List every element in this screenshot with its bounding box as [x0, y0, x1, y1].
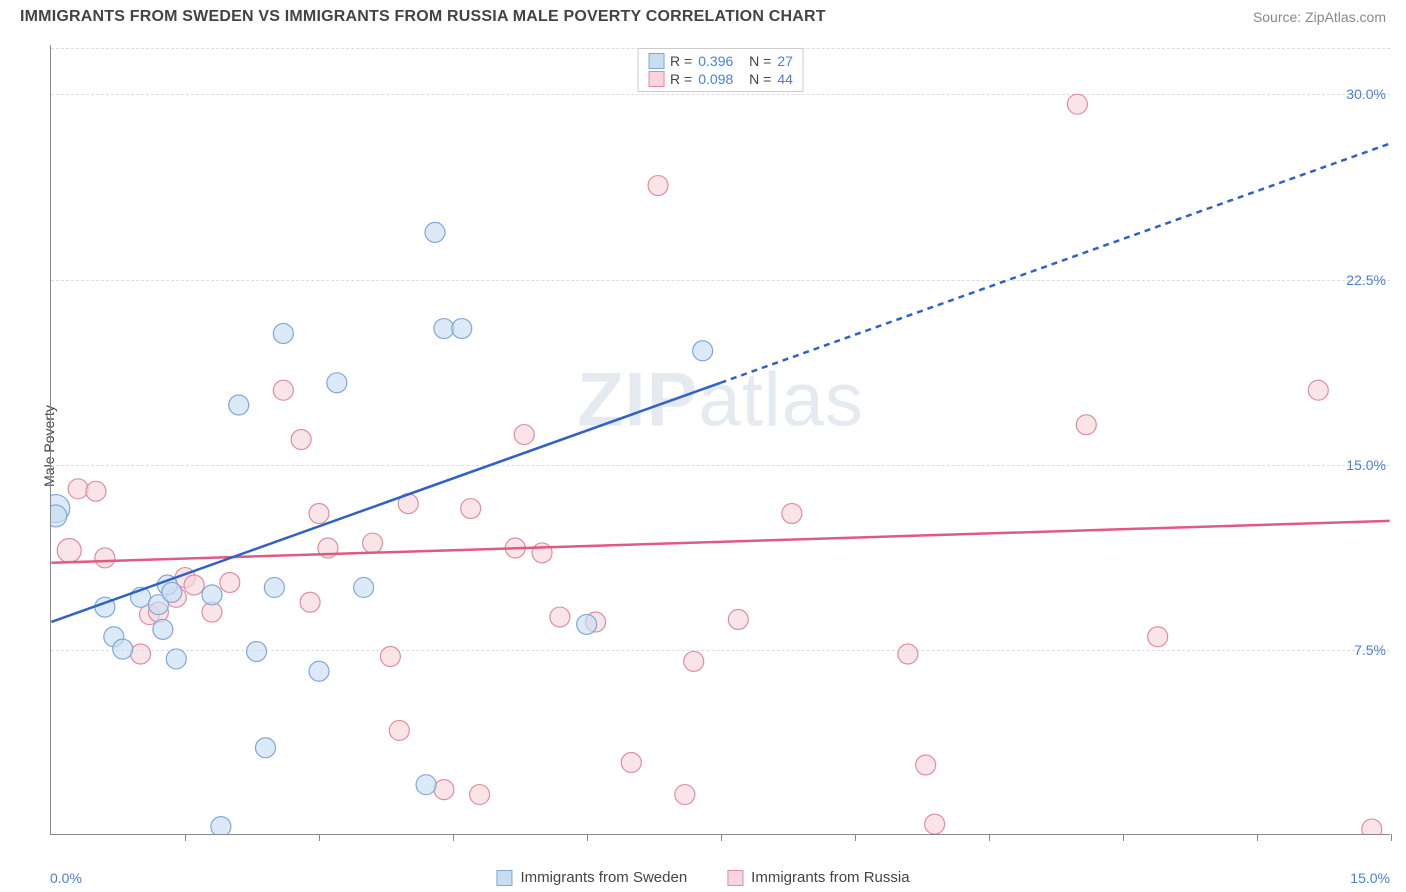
chart-area: ZIPatlas 7.5%15.0%22.5%30.0% R = 0.396 N…: [50, 45, 1390, 835]
r-value-russia: 0.098: [698, 71, 733, 87]
header: IMMIGRANTS FROM SWEDEN VS IMMIGRANTS FRO…: [0, 0, 1406, 30]
swatch-sweden-icon: [648, 53, 664, 69]
legend-row-russia: R = 0.098 N = 44: [648, 70, 793, 88]
swatch-russia-icon: [648, 71, 664, 87]
legend-item-sweden: Immigrants from Sweden: [496, 869, 687, 886]
n-value-sweden: 27: [777, 53, 793, 69]
swatch-sweden-icon: [496, 870, 512, 886]
series-legend: Immigrants from Sweden Immigrants from R…: [496, 869, 909, 886]
x-axis-min-label: 0.0%: [50, 870, 82, 886]
chart-title: IMMIGRANTS FROM SWEDEN VS IMMIGRANTS FRO…: [20, 8, 826, 26]
n-value-russia: 44: [777, 71, 793, 87]
legend-item-russia: Immigrants from Russia: [727, 869, 909, 886]
source-attribution: Source: ZipAtlas.com: [1253, 9, 1386, 25]
r-value-sweden: 0.396: [698, 53, 733, 69]
x-axis-max-label: 15.0%: [1350, 870, 1390, 886]
correlation-legend: R = 0.396 N = 27 R = 0.098 N = 44: [637, 48, 804, 92]
legend-row-sweden: R = 0.396 N = 27: [648, 52, 793, 70]
swatch-russia-icon: [727, 870, 743, 886]
scatter-plot: [51, 45, 1390, 834]
